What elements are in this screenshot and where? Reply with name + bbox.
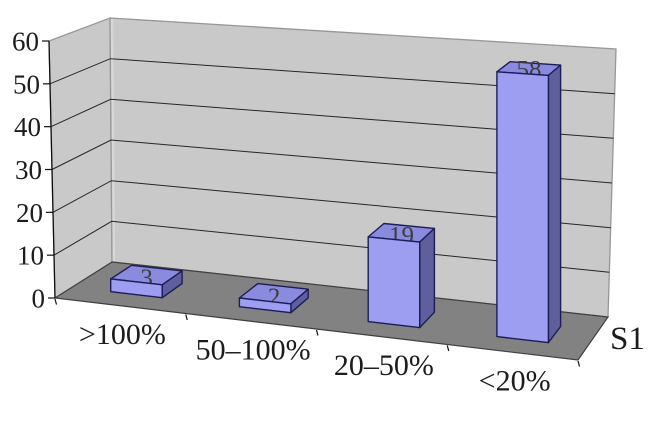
y-axis-tick-label: 0 <box>32 284 46 314</box>
floor <box>53 261 610 361</box>
category-label: >100% <box>79 318 166 351</box>
left-wall <box>48 17 113 300</box>
y-axis-tick-label: 20 <box>16 198 43 228</box>
gridline <box>49 58 615 95</box>
category-axis-tick <box>185 314 188 321</box>
bar-side-face <box>547 64 562 344</box>
category-axis-tick <box>315 329 319 336</box>
gridline <box>52 180 611 229</box>
category-label: 20–50% <box>334 349 434 382</box>
y-axis-tick-label: 10 <box>17 241 44 271</box>
bar-front-face <box>238 297 292 314</box>
category-label: 50–100% <box>196 333 311 366</box>
bar-front-face <box>109 278 163 299</box>
y-axis-tick-label: 40 <box>14 112 41 142</box>
y-axis-tick-label: 50 <box>13 69 40 99</box>
category-label: <20% <box>479 364 551 397</box>
gridline <box>51 139 613 184</box>
y-axis-tick-label: 60 <box>12 27 39 57</box>
category-axis-tick <box>54 298 58 305</box>
bar-front-face <box>496 71 550 344</box>
gridline <box>50 98 614 139</box>
y-axis-tick-label: 30 <box>15 155 42 185</box>
category-axis-tick <box>577 360 581 367</box>
category-axis-tick <box>446 345 450 352</box>
bar-side-face <box>419 227 436 329</box>
series-label: S1 <box>610 321 645 357</box>
gridline <box>53 220 610 273</box>
bar-front-face <box>367 236 421 329</box>
